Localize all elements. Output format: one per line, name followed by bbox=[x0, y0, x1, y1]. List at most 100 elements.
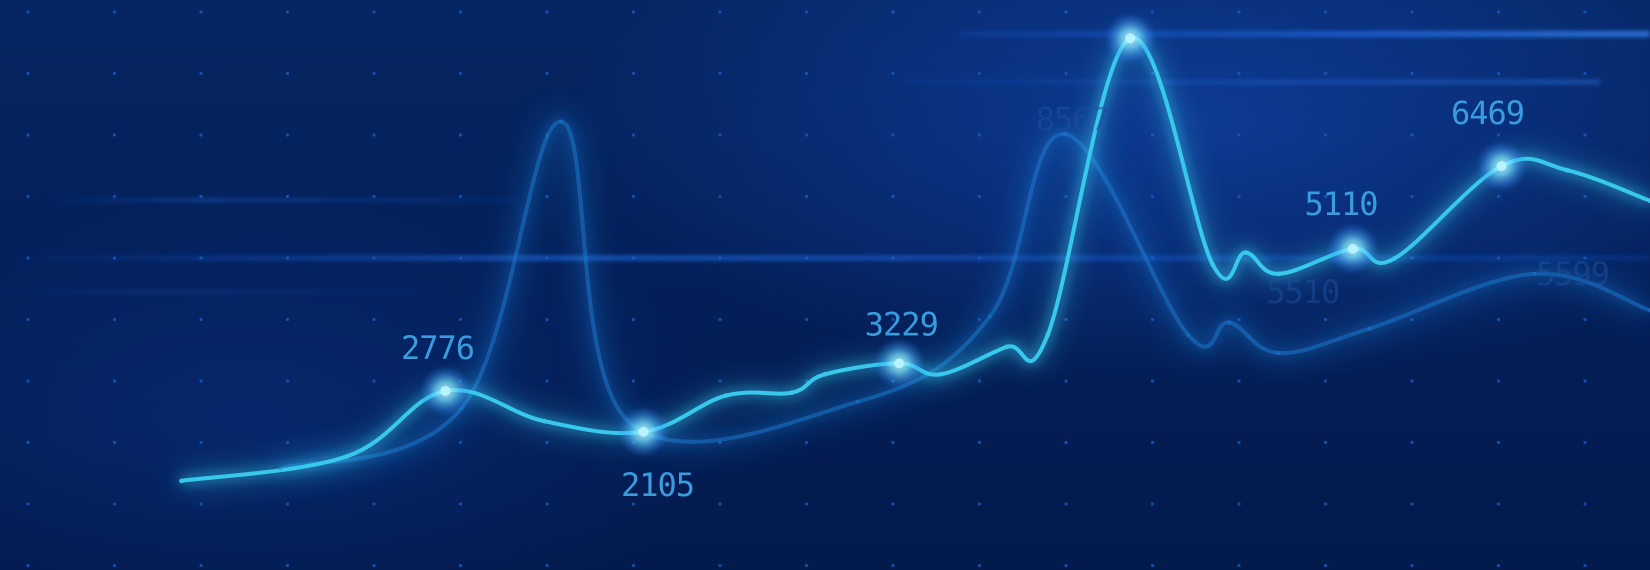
grid-dot bbox=[1064, 71, 1068, 76]
secondary-line-glow bbox=[277, 110, 1650, 480]
grid-dot bbox=[285, 71, 290, 76]
grid-dot bbox=[458, 194, 463, 199]
grid-dot bbox=[977, 194, 982, 199]
grid-dot bbox=[1410, 502, 1414, 506]
grid-dot bbox=[1583, 10, 1587, 14]
grid-dot bbox=[285, 379, 290, 383]
grid-dot bbox=[285, 317, 290, 322]
data-point bbox=[1186, 332, 1190, 337]
grid-dot bbox=[26, 71, 30, 76]
grid-dot bbox=[1237, 502, 1241, 506]
grid-dot bbox=[1323, 71, 1328, 76]
data-point bbox=[1276, 271, 1282, 277]
grid-dot bbox=[26, 256, 30, 260]
data-point bbox=[1276, 350, 1281, 355]
secondary-line bbox=[279, 119, 1650, 471]
grid-dot bbox=[718, 71, 722, 76]
grid-dot bbox=[891, 440, 895, 445]
data-label: 8567 bbox=[1036, 100, 1109, 138]
grid-dot bbox=[1496, 10, 1501, 14]
grid-dot bbox=[1496, 256, 1501, 260]
grid-dot bbox=[112, 256, 117, 260]
grid-dot bbox=[891, 194, 895, 199]
grid-dot bbox=[804, 502, 809, 506]
glow-bands bbox=[0, 31, 1650, 293]
grid-dot bbox=[1150, 194, 1155, 199]
grid-dot bbox=[1496, 563, 1501, 568]
grid-dot bbox=[199, 379, 203, 383]
grid-dot bbox=[631, 379, 636, 383]
data-point bbox=[1565, 167, 1570, 173]
data-label: 3229 bbox=[865, 305, 938, 343]
grid-dot bbox=[372, 71, 376, 76]
grid-dot bbox=[891, 71, 895, 76]
grid-dot bbox=[631, 10, 636, 14]
grid-dot bbox=[977, 440, 982, 445]
grid-dot bbox=[977, 133, 982, 137]
grid-dot bbox=[199, 563, 203, 568]
grid-dot bbox=[199, 317, 203, 322]
grid-dot bbox=[112, 71, 117, 76]
grid-dot bbox=[1150, 317, 1155, 322]
grid-dot bbox=[1064, 10, 1068, 14]
grid-dot bbox=[718, 194, 722, 199]
data-point bbox=[1045, 332, 1051, 338]
grid-dot bbox=[1237, 10, 1241, 14]
data-point bbox=[822, 371, 828, 377]
grid-dot bbox=[1496, 440, 1501, 445]
grid-dot bbox=[718, 502, 722, 506]
grid-dot bbox=[458, 256, 463, 260]
data-point bbox=[988, 314, 992, 319]
grid-dot bbox=[1583, 194, 1587, 199]
data-label: 2105 bbox=[621, 466, 694, 504]
grid-dot bbox=[1064, 317, 1068, 322]
grid-dot bbox=[1323, 10, 1328, 14]
data-point bbox=[1227, 320, 1232, 325]
grid-dot bbox=[1583, 317, 1587, 322]
grid-dot bbox=[1583, 133, 1587, 137]
grid-dot bbox=[545, 563, 549, 568]
grid-dot bbox=[631, 502, 636, 506]
grid-dot bbox=[1410, 440, 1414, 445]
data-point bbox=[723, 393, 729, 399]
grid-dot bbox=[1583, 440, 1587, 445]
grid-dot bbox=[977, 71, 982, 76]
data-point bbox=[460, 405, 464, 410]
grid-dot bbox=[1237, 563, 1241, 568]
grid-dot bbox=[1064, 440, 1068, 445]
data-point bbox=[1647, 198, 1650, 204]
grid-dot bbox=[458, 133, 463, 137]
grid-dot bbox=[199, 440, 203, 445]
grid-dot bbox=[1064, 563, 1068, 568]
data-point bbox=[856, 399, 860, 404]
grid-dot bbox=[804, 440, 809, 445]
grid-dot bbox=[1323, 440, 1328, 445]
grid-dot bbox=[718, 256, 722, 260]
data-label: 5510 bbox=[1266, 273, 1339, 311]
grid-dot bbox=[285, 440, 290, 445]
grid-dot bbox=[372, 256, 376, 260]
grid-dot bbox=[1410, 379, 1414, 383]
grid-dot bbox=[372, 563, 376, 568]
grid-dot bbox=[112, 440, 117, 445]
grid-dot bbox=[545, 194, 549, 199]
grid-dot bbox=[372, 133, 376, 137]
data-point bbox=[1243, 250, 1249, 256]
grid-dot bbox=[1496, 502, 1501, 506]
data-label: 5599 bbox=[1536, 255, 1609, 293]
grid-dot bbox=[545, 71, 549, 76]
grid-dot bbox=[1150, 10, 1155, 14]
grid-dot bbox=[1496, 194, 1501, 199]
grid-dot bbox=[1064, 379, 1068, 383]
data-point bbox=[1004, 344, 1009, 350]
grid-dot bbox=[977, 563, 982, 568]
grid-dot bbox=[977, 10, 982, 14]
grid-dot bbox=[199, 194, 203, 199]
grid-dot bbox=[1150, 133, 1155, 137]
grid-dot bbox=[458, 71, 463, 76]
grid-dot bbox=[285, 502, 290, 506]
grid-dot bbox=[545, 256, 549, 260]
grid-dot bbox=[112, 379, 117, 383]
glow-band bbox=[30, 198, 520, 202]
